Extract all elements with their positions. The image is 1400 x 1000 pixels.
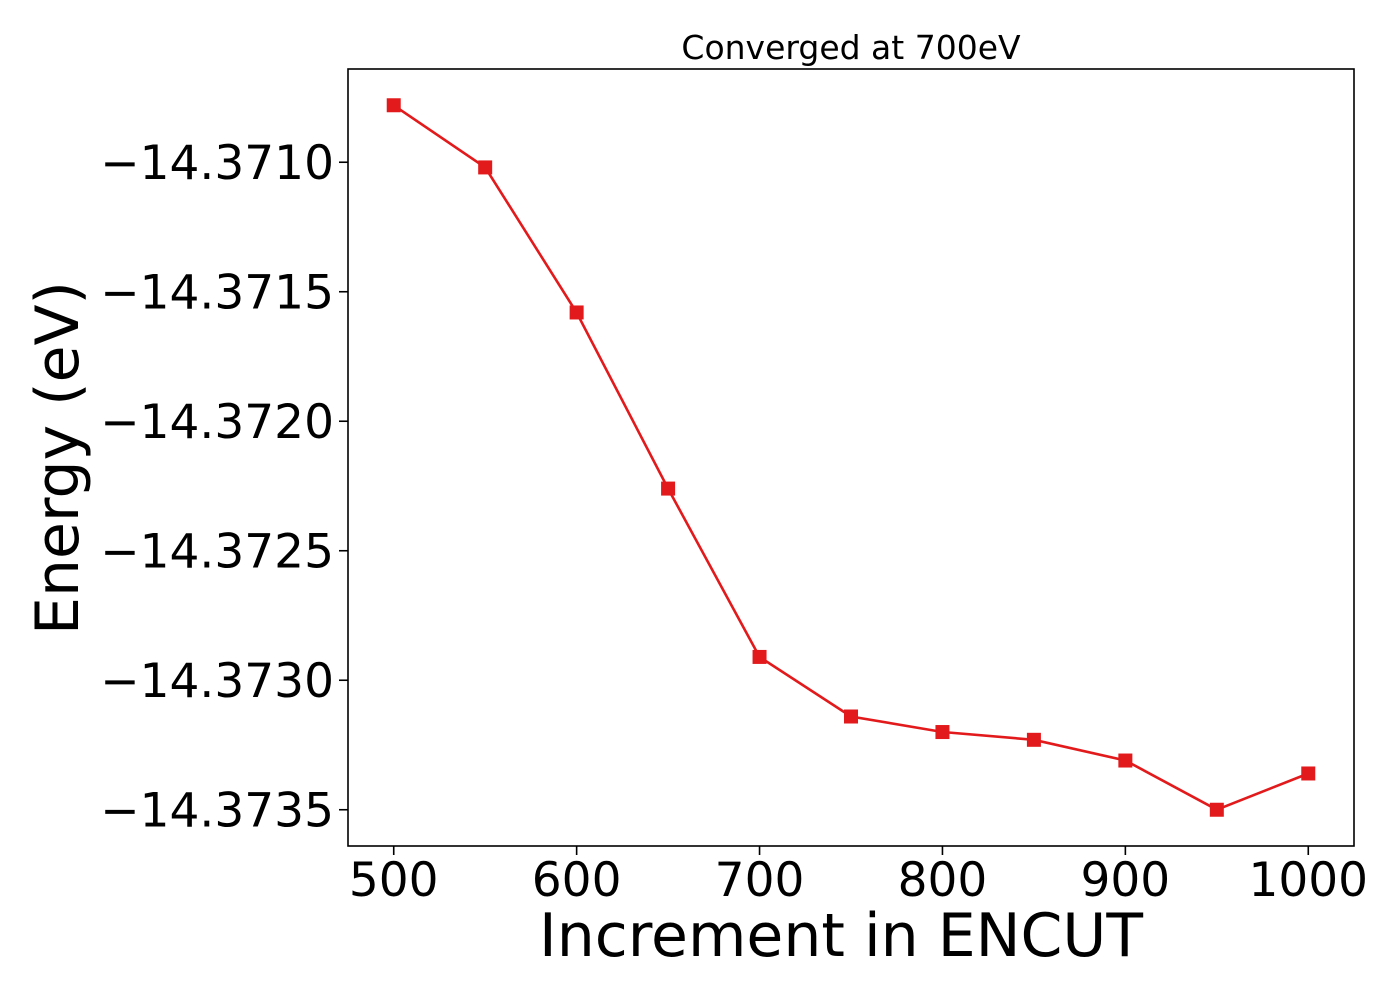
x-tick-label: 600 — [532, 853, 622, 908]
x-axis-label: Increment in ENCUT — [539, 901, 1143, 971]
x-tick-label: 500 — [349, 853, 439, 908]
data-point — [1301, 766, 1316, 781]
data-point — [935, 725, 950, 740]
data-point — [386, 98, 401, 113]
data-point — [661, 481, 676, 496]
data-point — [844, 709, 858, 724]
y-tick-label: −14.3710 — [100, 136, 334, 191]
x-tick-label: 800 — [898, 853, 988, 908]
chart-title: Converged at 700eV — [681, 28, 1021, 67]
y-tick-label: −14.3730 — [100, 654, 334, 709]
data-point — [1026, 732, 1041, 747]
data-point — [1118, 753, 1133, 768]
plot-frame — [347, 68, 1355, 847]
data-point — [752, 649, 767, 664]
x-tick-label: 700 — [715, 853, 805, 908]
data-marks — [386, 98, 1316, 817]
y-axis-label: Energy (eV) — [23, 281, 93, 635]
y-tick-label: −14.3720 — [100, 395, 334, 450]
x-tick-label: 1000 — [1248, 853, 1368, 908]
axis-ticks: 500 600 700 800 900 1000 −14.3710 −14.3715 −14.3… — [100, 136, 1368, 908]
y-tick-label: −14.3735 — [100, 784, 334, 839]
data-point — [478, 160, 493, 175]
y-tick-label: −14.3725 — [100, 525, 334, 580]
data-point — [1209, 802, 1224, 817]
y-tick-label: −14.3715 — [100, 266, 334, 321]
data-point — [569, 305, 584, 320]
plot-background — [348, 69, 1354, 846]
x-tick-label: 900 — [1081, 853, 1171, 908]
